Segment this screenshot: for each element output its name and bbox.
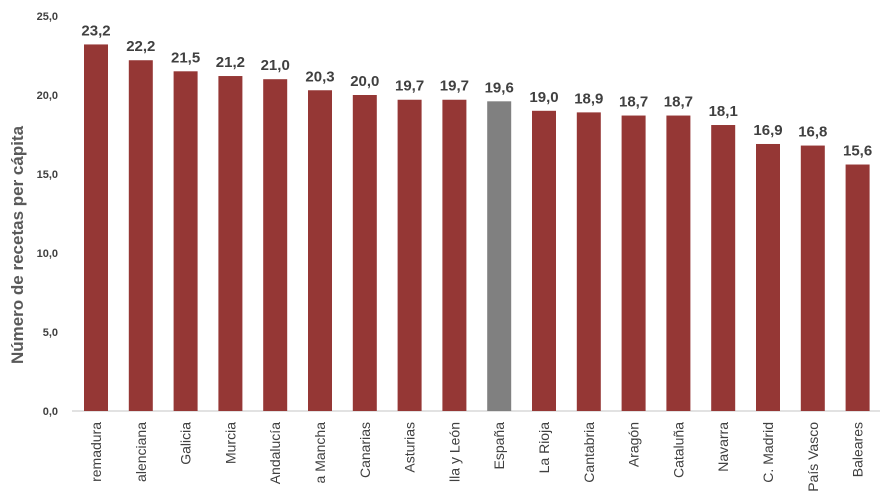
x-tick-label: Navarra [715,422,731,472]
x-tick-label: Canarias [357,422,373,478]
data-label: 21,0 [261,57,290,74]
x-tick-label: C. Madrid [760,422,776,483]
y-tick-label: 25,0 [37,11,58,23]
bar-2 [173,71,198,412]
data-label: 18,7 [664,94,693,111]
bar-17 [845,164,870,411]
bar-5 [308,90,332,411]
data-label: 23,2 [81,22,110,39]
bar-10 [532,110,556,412]
data-label: 22,2 [126,38,155,55]
y-tick-label: 0,0 [43,406,58,418]
x-tick-label: La Rioja [536,422,552,474]
data-label: 19,6 [485,79,514,96]
x-tick-label: lla y León [446,422,462,482]
bar-14 [711,125,736,412]
data-label: 18,9 [574,90,603,107]
bar-16 [800,145,825,411]
data-label: 16,8 [798,124,827,141]
y-tick-label: 5,0 [43,327,58,339]
x-tick-label: Cataluña [670,422,686,478]
bar-1 [128,60,153,412]
y-tick-label: 15,0 [37,169,58,181]
x-tick-label: alenciana [133,422,149,482]
data-label: 21,5 [171,49,200,66]
x-tick-label: España [491,422,507,470]
x-tick-label: Aragón [626,422,642,467]
bar-8 [442,99,467,412]
x-tick-label: a Mancha [312,422,328,484]
bar-6 [352,95,377,411]
x-tick-label: Baleares [850,422,866,477]
x-tick-label: Asturias [402,422,418,473]
x-tick-label: Murcia [222,422,238,464]
x-tick-label: Cantabria [581,422,597,483]
data-label: 21,2 [216,54,245,71]
data-label: 20,0 [350,73,379,90]
x-tick-label: País Vasco [805,422,821,492]
data-label: 19,7 [395,78,424,95]
data-label: 18,7 [619,94,648,111]
y-tick-label: 20,0 [37,90,58,102]
bar-3 [218,76,243,411]
y-axis-title: Número de recetas per cápita [8,125,27,364]
bar-9 [487,101,512,411]
x-tick-label: Galicia [178,422,194,465]
bar-11 [576,112,601,411]
x-tick-label: remadura [88,422,104,482]
bar-4 [263,79,288,411]
data-label: 15,6 [843,143,872,160]
data-label: 16,9 [753,122,782,139]
data-label: 18,1 [709,103,738,120]
data-label: 19,7 [440,78,469,95]
y-tick-label: 10,0 [37,248,58,260]
bar-15 [756,143,780,412]
bar-13 [666,115,691,411]
x-tick-label: Andalucía [267,422,283,484]
data-label: 20,3 [305,68,334,85]
data-label: 19,0 [529,89,558,106]
bar-7 [397,99,422,412]
bar-12 [621,115,646,411]
bar-0 [84,44,108,411]
